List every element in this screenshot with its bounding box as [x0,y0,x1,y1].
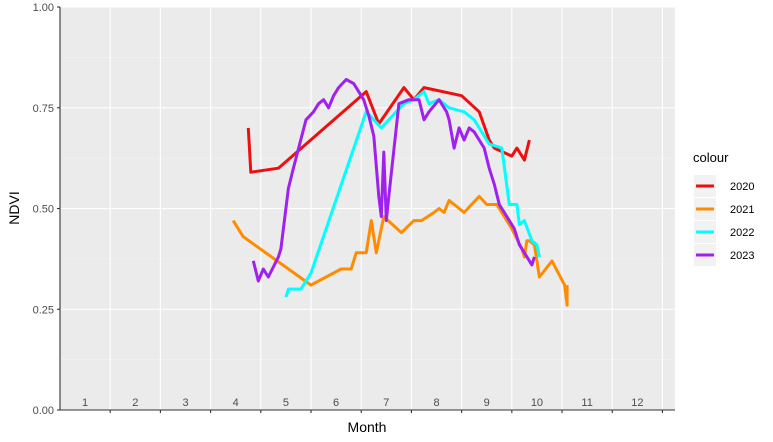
y-tick-label: 1.00 [33,2,54,14]
major-grid [60,6,675,411]
month-label: 10 [531,397,543,409]
legend-label-2023: 2023 [730,250,754,262]
month-label: 3 [182,397,188,409]
legend-label-2020: 2020 [730,181,754,193]
legend-label-2022: 2022 [730,227,754,239]
legend: colour 2020 2021 2022 2023 [693,150,754,266]
month-label: 9 [484,397,490,409]
minor-grid [60,57,675,360]
x-axis [60,409,675,413]
series-line-2021 [231,194,569,307]
month-label: 11 [581,397,592,409]
series-line-2023 [251,78,536,283]
y-tick-label: 0.00 [33,405,54,417]
month-label: 5 [283,397,289,409]
month-labels: 1 2 3 4 5 6 7 8 9 10 11 12 [82,397,643,409]
month-label: 12 [631,397,643,409]
series-line-2020 [246,86,531,174]
x-axis-title: Month [348,419,387,435]
y-tick-label: 0.75 [33,103,54,115]
legend-title: colour [693,150,729,165]
series-lines [231,78,569,307]
legend-label-2021: 2021 [730,204,754,216]
series-line-2022 [284,90,541,298]
month-label: 1 [82,397,88,409]
y-tick-label: 0.25 [33,304,54,316]
month-label: 7 [383,397,389,409]
month-label: 8 [433,397,439,409]
y-tick-label: 0.50 [33,204,54,216]
month-label: 6 [333,397,339,409]
y-axis: 0.00 0.25 0.50 0.75 1.00 [33,2,61,417]
month-label: 4 [233,397,239,409]
month-label: 2 [132,397,138,409]
y-axis-title: NDVI [6,191,22,224]
